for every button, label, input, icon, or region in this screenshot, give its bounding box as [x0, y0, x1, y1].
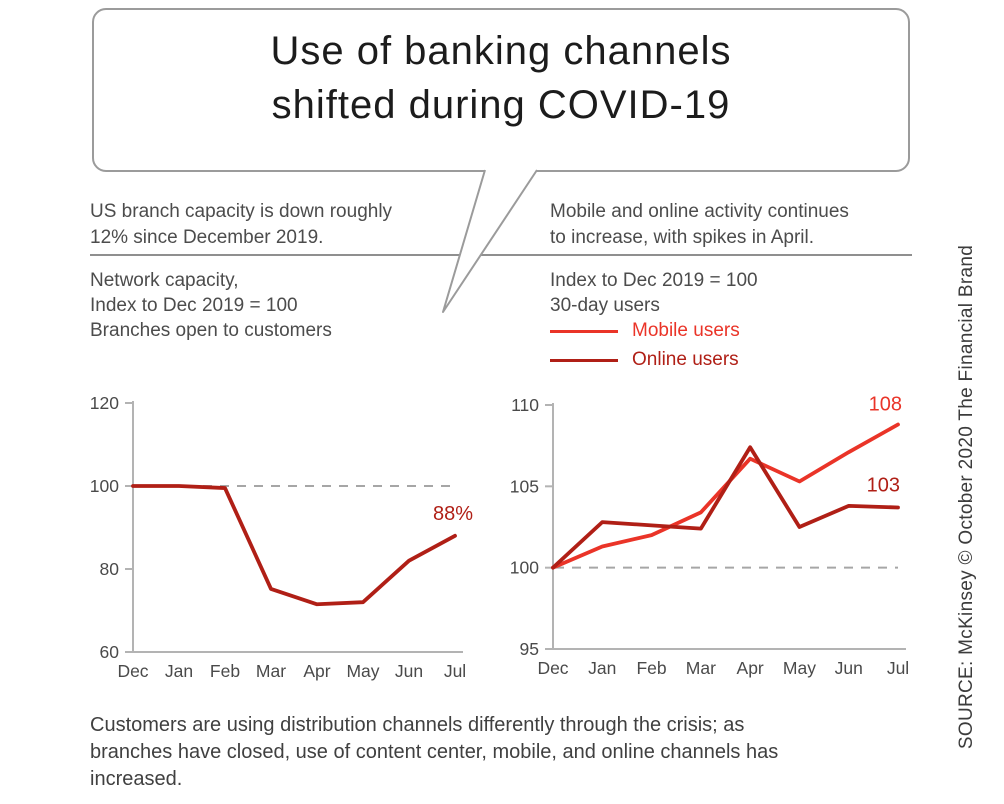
right-panel-intro: Mobile and online activity continues to …: [550, 201, 849, 248]
title-line-2: shifted during COVID-19: [271, 83, 731, 127]
legend-item-mobile: Mobile users: [550, 320, 740, 342]
right-chart-sublabel: Index to Dec 2019 = 100 30-day users: [550, 270, 758, 316]
svg-text:May: May: [783, 658, 816, 678]
svg-text:Jan: Jan: [165, 661, 193, 681]
svg-text:Dec: Dec: [117, 661, 148, 681]
svg-text:Dec: Dec: [537, 658, 568, 678]
svg-text:95: 95: [520, 639, 539, 659]
chart-title: Use of banking channels shifted during C…: [94, 24, 908, 132]
legend-label-mobile: Mobile users: [632, 320, 740, 341]
svg-text:Apr: Apr: [737, 658, 764, 678]
svg-text:Feb: Feb: [636, 658, 666, 678]
svg-text:Jul: Jul: [444, 661, 466, 681]
svg-text:Jan: Jan: [588, 658, 616, 678]
svg-text:Jun: Jun: [395, 661, 423, 681]
chart-legend: Mobile users Online users: [550, 320, 740, 378]
bottom-caption: Customers are using distribution channel…: [90, 714, 779, 790]
left-chart-sublabel: Network capacity, Index to Dec 2019 = 10…: [90, 270, 332, 341]
speech-bubble: Use of banking channels shifted during C…: [92, 8, 910, 172]
title-line-1: Use of banking channels: [270, 29, 732, 73]
svg-text:108: 108: [869, 394, 902, 416]
svg-text:100: 100: [90, 476, 119, 496]
branch-capacity-chart: 60 80 100 120 Dec Jan Feb Mar Apr May Jun Jul 88%: [90, 393, 473, 681]
svg-text:100: 100: [510, 558, 539, 578]
svg-text:Feb: Feb: [210, 661, 240, 681]
digital-users-chart: 95 100 105 110 Dec Jan Feb Mar Apr May Jun Jul 108 10…: [510, 394, 909, 678]
svg-text:105: 105: [510, 476, 539, 496]
online-line-swatch: [550, 358, 618, 362]
mobile-line-swatch: [550, 329, 618, 333]
left-panel-intro: US branch capacity is down roughly 12% s…: [90, 201, 393, 248]
svg-text:103: 103: [867, 474, 900, 496]
svg-text:Jul: Jul: [887, 658, 909, 678]
svg-text:80: 80: [100, 559, 120, 579]
svg-text:110: 110: [511, 395, 539, 415]
divider-line: [90, 254, 912, 256]
source-credit: SOURCE: McKinsey © October 2020 The Fina…: [956, 244, 977, 750]
svg-text:Jun: Jun: [835, 658, 863, 678]
svg-text:120: 120: [90, 393, 119, 413]
svg-text:Apr: Apr: [303, 661, 330, 681]
svg-text:Mar: Mar: [686, 658, 716, 678]
legend-item-online: Online users: [550, 349, 740, 371]
legend-label-online: Online users: [632, 349, 739, 370]
svg-text:88%: 88%: [433, 503, 473, 525]
speech-bubble-tail: [442, 169, 538, 313]
svg-text:60: 60: [100, 642, 120, 662]
svg-text:May: May: [346, 661, 379, 681]
svg-text:Mar: Mar: [256, 661, 286, 681]
